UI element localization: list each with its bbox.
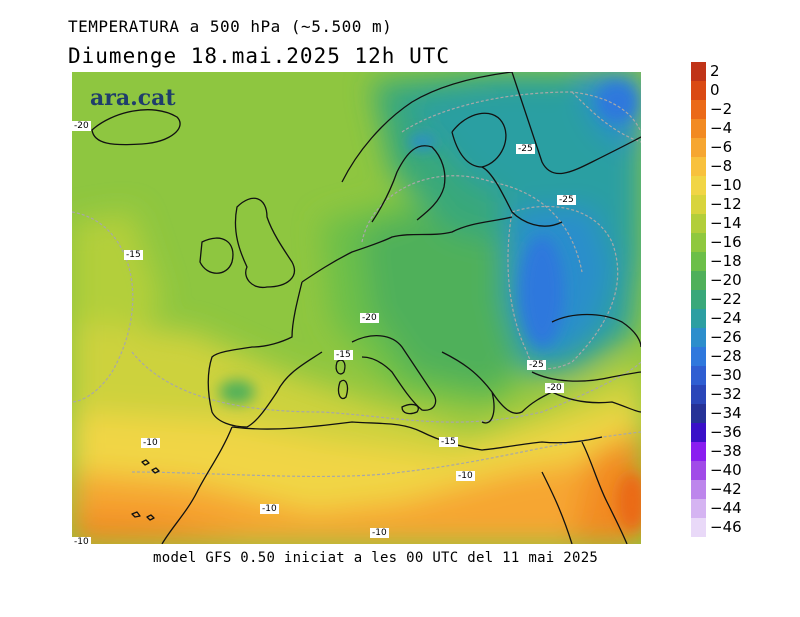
contour-label: -15 [439,437,458,447]
legend-label: −34 [710,404,742,422]
temperature-map [72,72,641,544]
legend-label: −46 [710,518,742,536]
legend-label: −26 [710,328,742,346]
legend-swatch [691,119,706,138]
legend-swatch [691,404,706,423]
map-title: TEMPERATURA a 500 hPa (~5.500 m) [68,17,393,36]
contour-label: -20 [72,121,91,131]
legend-swatch [691,81,706,100]
legend-swatch [691,366,706,385]
legend-label: −2 [710,100,733,118]
legend-swatch [691,157,706,176]
legend-label: −44 [710,499,742,517]
legend-label: −24 [710,309,742,327]
legend-swatch [691,138,706,157]
legend-label: −30 [710,366,742,384]
legend-label: −28 [710,347,742,365]
contour-label: -25 [557,195,576,205]
legend-swatch [691,290,706,309]
legend-label: −8 [710,157,733,175]
legend-label: −14 [710,214,742,232]
legend-swatch [691,176,706,195]
legend-swatch [691,233,706,252]
legend-label: −4 [710,119,733,137]
contour-label: -10 [456,471,475,481]
model-footer: model GFS 0.50 iniciat a les 00 UTC del … [153,550,599,566]
legend-swatch [691,385,706,404]
legend-swatch [691,499,706,518]
legend-swatch [691,347,706,366]
contour-label: -15 [124,250,143,260]
map-graphic [72,72,641,544]
legend-swatch [691,480,706,499]
contour-label: -10 [370,528,389,538]
legend-label: −22 [710,290,742,308]
legend-label: −10 [710,176,742,194]
legend-label: −36 [710,423,742,441]
contour-label: -25 [516,144,535,154]
legend-label: −6 [710,138,733,156]
legend-swatch [691,442,706,461]
legend-swatch [691,271,706,290]
contour-label: -20 [545,383,564,393]
legend-label: −18 [710,252,742,270]
legend-label: −16 [710,233,742,251]
contour-label: -10 [72,537,91,547]
legend-label: −12 [710,195,742,213]
contour-label: -10 [141,438,160,448]
legend-label: −40 [710,461,742,479]
legend-label: −38 [710,442,742,460]
legend-swatch [691,214,706,233]
contour-label: -25 [527,360,546,370]
legend-swatch [691,100,706,119]
legend-swatch [691,518,706,537]
legend-swatch [691,423,706,442]
color-legend [691,62,706,537]
contour-label: -10 [260,504,279,514]
legend-swatch [691,195,706,214]
contour-label: -20 [360,313,379,323]
legend-label: −20 [710,271,742,289]
legend-swatch [691,309,706,328]
contour-label: -15 [334,350,353,360]
legend-label: −42 [710,480,742,498]
legend-label: 0 [710,81,720,99]
legend-label: −32 [710,385,742,403]
legend-swatch [691,328,706,347]
legend-label: 2 [710,62,720,80]
legend-swatch [691,461,706,480]
legend-swatch [691,252,706,271]
map-date: Diumenge 18.mai.2025 12h UTC [68,44,451,68]
legend-swatch [691,62,706,81]
ara-cat-logo: ara.cat [90,85,176,111]
